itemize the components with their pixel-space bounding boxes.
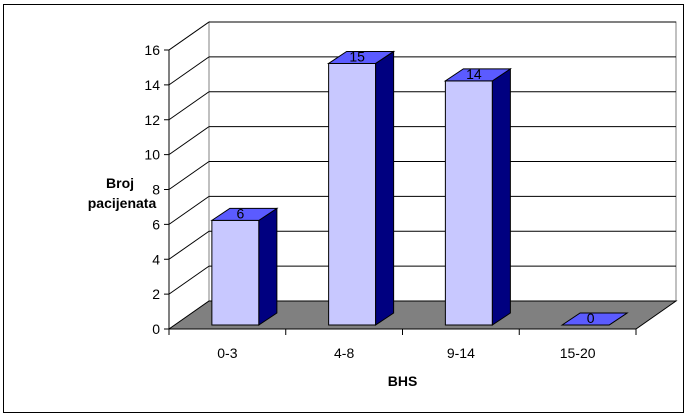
gridline-side-2: [168, 265, 210, 295]
data-label-4-8: 15: [349, 48, 365, 64]
x-tick-label-4-8: 4-8: [334, 345, 354, 361]
y-tick-label-16: 16: [144, 42, 160, 58]
y-tick-label-2: 2: [152, 286, 160, 302]
chart-frame: 0 2 4 6 8 10 12 14 16 0-3 4-8 9-14 15-20 6 15 14 0 Bro…: [3, 4, 684, 413]
y-tick-label-8: 8: [152, 182, 160, 198]
y-tick-label-4: 4: [152, 251, 160, 267]
bar-0-3: [210, 207, 279, 326]
y-tick-label-10: 10: [144, 147, 160, 163]
bar-side-9-14: [491, 67, 511, 326]
gridline-side-16: [168, 21, 210, 51]
y-tick-label-6: 6: [152, 216, 160, 232]
bar-4-8: [326, 50, 396, 326]
y-tick-label-14: 14: [144, 77, 160, 93]
x-tick-label-0-3: 0-3: [217, 345, 237, 361]
gridline-side-4: [168, 230, 210, 260]
gridline-side-10: [168, 126, 210, 156]
data-label-0-3: 6: [236, 205, 244, 221]
y-axis-title: Broj pacijenata: [88, 175, 157, 211]
bar-side-4-8: [375, 50, 395, 326]
y-axis-title-line-2: pacijenata: [88, 195, 157, 211]
gridline-side-8: [168, 161, 210, 190]
bar-top-9-14: [443, 68, 513, 82]
y-tick-label-0: 0: [152, 321, 160, 337]
bars: [210, 50, 629, 326]
bar-top-0-3: [210, 207, 279, 221]
bar-15-20: [560, 312, 629, 326]
gridline-side-12: [168, 91, 210, 121]
gridline-side-14: [168, 56, 210, 86]
y-axis-title-line-1: Broj: [106, 175, 134, 191]
gridlines: [168, 21, 676, 295]
gridline-side-6: [168, 195, 210, 225]
x-tick-label-9-14: 9-14: [447, 345, 475, 361]
x-axis: 0-3 4-8 9-14 15-20: [168, 328, 637, 361]
bar-front-0-3: [211, 219, 260, 326]
bar-front-4-8: [328, 62, 377, 326]
bar-front-9-14: [444, 80, 493, 326]
data-labels: 6 15 14 0: [236, 48, 594, 326]
x-tick-label-15-20: 15-20: [560, 345, 596, 361]
bar-top-4-8: [326, 50, 396, 64]
data-label-15-20: 0: [587, 310, 595, 326]
x-axis-title: BHS: [388, 373, 418, 389]
y-axis: 0 2 4 6 8 10 12 14 16: [144, 42, 170, 337]
bar-chart: 0 2 4 6 8 10 12 14 16 0-3 4-8 9-14 15-20 6 15 14 0 Bro…: [88, 21, 678, 389]
bar-9-14: [443, 67, 513, 326]
bar-side-0-3: [258, 207, 278, 326]
data-label-9-14: 14: [466, 66, 482, 82]
bar-top-15-20: [560, 312, 629, 326]
y-tick-label-12: 12: [144, 112, 160, 128]
